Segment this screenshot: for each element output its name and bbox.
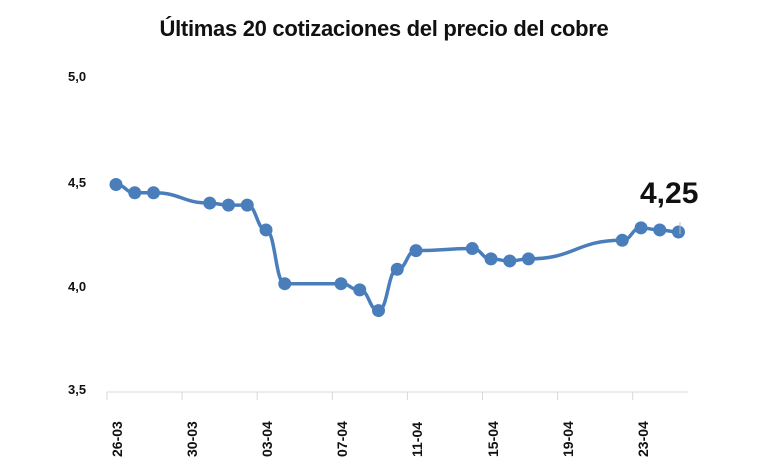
data-point xyxy=(334,277,348,291)
data-point xyxy=(203,196,217,210)
y-tick-label: 4,5 xyxy=(68,175,87,190)
y-tick-label: 4,0 xyxy=(68,279,87,294)
x-tick-label: 11-04 xyxy=(409,421,426,457)
y-tick-label: 5,0 xyxy=(68,69,87,84)
data-point xyxy=(672,225,685,239)
x-tick-label: 19-04 xyxy=(559,421,576,457)
data-point xyxy=(634,221,648,235)
data-point xyxy=(128,186,142,200)
data-points xyxy=(109,177,685,318)
data-point xyxy=(615,233,629,247)
price-line xyxy=(114,182,681,313)
data-point xyxy=(390,262,404,276)
x-axis xyxy=(106,391,688,400)
data-point xyxy=(465,242,479,256)
x-tick-label: 15-04 xyxy=(484,421,501,457)
x-tick-label: 30-03 xyxy=(184,421,201,457)
data-point xyxy=(503,254,517,268)
data-point xyxy=(109,177,123,191)
data-point xyxy=(653,223,667,237)
data-point xyxy=(353,283,367,297)
chart-title: Últimas 20 cotizaciones del precio del c… xyxy=(159,16,609,41)
x-tick-label: 03-04 xyxy=(259,421,276,457)
data-point xyxy=(409,244,423,258)
data-point xyxy=(522,252,535,266)
data-point xyxy=(147,186,160,200)
last-value-annotation: 4,25 xyxy=(640,177,699,210)
data-point xyxy=(484,252,498,266)
x-tick-label: 23-04 xyxy=(634,421,651,457)
data-point xyxy=(259,223,273,237)
data-point xyxy=(222,198,235,212)
data-point xyxy=(240,198,254,212)
y-tick-label: 3,5 xyxy=(68,382,87,397)
data-point xyxy=(278,277,292,291)
x-tick-label: 26-03 xyxy=(109,421,125,457)
x-tick-label: 07-04 xyxy=(334,421,351,457)
data-point xyxy=(372,304,385,318)
